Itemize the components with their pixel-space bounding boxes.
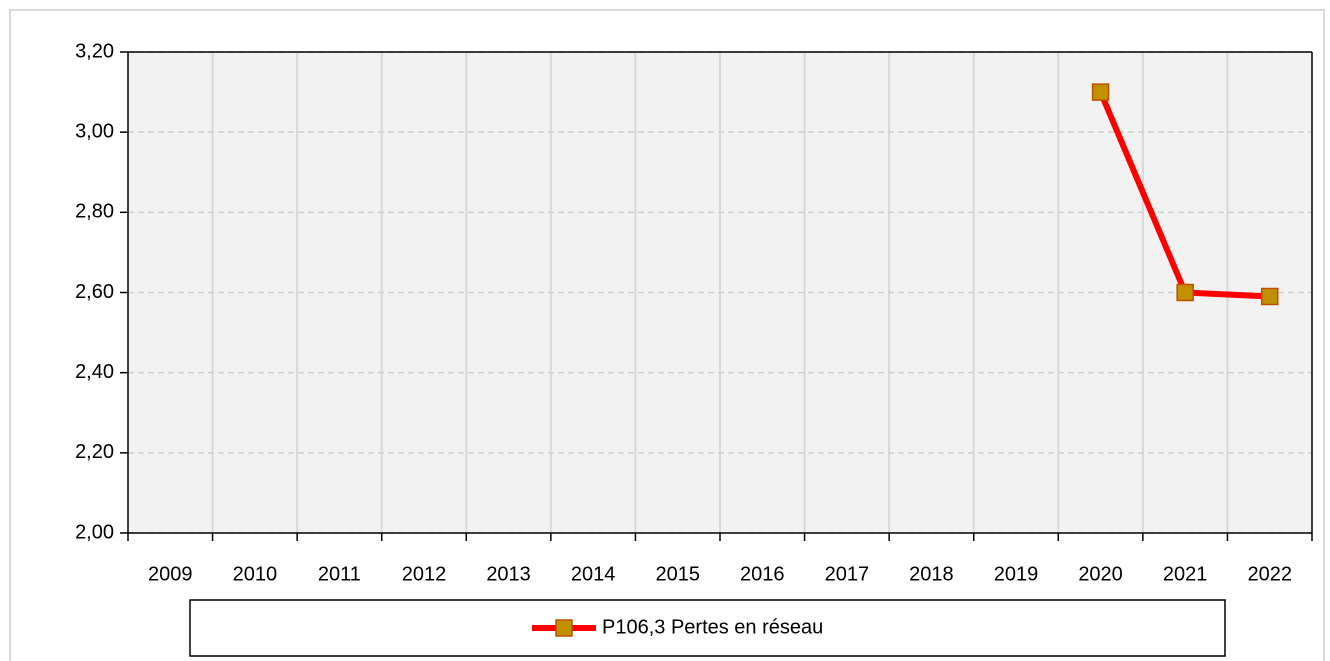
x-tick-label: 2013: [486, 563, 531, 585]
x-tick-label: 2016: [740, 563, 785, 585]
x-tick-label: 2021: [1163, 563, 1208, 585]
y-tick-label: 2,40: [75, 361, 114, 383]
legend-marker: [555, 619, 573, 637]
x-tick-label: 2022: [1247, 563, 1292, 585]
x-tick-label: 2010: [233, 563, 278, 585]
legend-box: [189, 599, 1226, 657]
x-tick-label: 2009: [148, 563, 193, 585]
y-tick-label: 2,60: [75, 281, 114, 303]
x-tick-label: 2011: [318, 563, 361, 585]
marker: [1176, 283, 1194, 302]
y-tick-label: 2,00: [75, 521, 114, 543]
x-tick-label: 2018: [909, 563, 954, 585]
marker: [1091, 83, 1110, 101]
y-tick-label: 3,20: [75, 40, 114, 62]
marker: [1260, 287, 1279, 306]
legend-label: P106,3 Pertes en réseau: [602, 616, 823, 638]
y-tick-label: 2,20: [75, 441, 114, 463]
x-tick-label: 2019: [994, 563, 1039, 585]
x-tick-label: 2015: [655, 563, 700, 585]
x-tick-label: 2012: [402, 563, 447, 585]
x-tick-label: 2020: [1078, 563, 1123, 585]
y-tick-label: 3,00: [75, 120, 114, 142]
y-tick-label: 2,80: [75, 201, 114, 223]
x-tick-label: 2014: [571, 563, 616, 585]
x-tick-label: 2017: [825, 563, 870, 585]
